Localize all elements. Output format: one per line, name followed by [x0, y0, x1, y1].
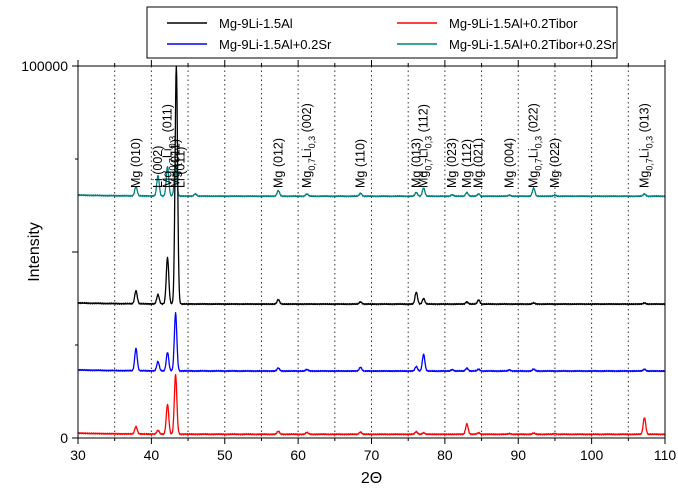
peak-label: Mg (110) [353, 139, 367, 188]
y-tick-label: 100000 [21, 58, 68, 74]
y-axis-label: Intensity [26, 222, 43, 282]
series-lines [77, 65, 666, 436]
series-line [77, 311, 666, 373]
legend-box [146, 6, 618, 59]
x-tick-label: 60 [290, 447, 306, 463]
peak-label: Mg0,7Li0,3 (022) [527, 103, 544, 188]
x-axis-label: 2Θ [361, 470, 382, 487]
peak-label: Mg0,7Li0,3 (011) [161, 104, 178, 188]
peak-label: Li (002) [151, 146, 165, 188]
legend-label: Mg-9Li-1.5Al+0.2Tibor+0.2Sr [449, 37, 617, 52]
legend-label: Mg-9Li-1.5Al+0.2Sr [219, 37, 332, 52]
axes: 30 40 50 60 70 80 90 100 110 0 100000 [21, 58, 676, 463]
peak-label: Mg (023) [445, 138, 459, 188]
peak-label: Mg (011) [169, 139, 183, 188]
peak-label: Mg (021) [472, 138, 486, 188]
series-line [77, 373, 666, 436]
peak-label: Mg (004) [502, 138, 516, 188]
y-tick-label: 0 [60, 430, 68, 446]
series-line [77, 163, 666, 198]
peak-label: Mg0,7Li0,3 (013) [637, 103, 654, 188]
x-tick-label: 110 [654, 447, 677, 463]
peak-label: Mg0,7Li0,3 (002) [300, 103, 317, 188]
x-tick-label: 50 [217, 447, 233, 463]
peak-label: Li (011) [174, 147, 188, 188]
x-tick-label: 30 [70, 447, 86, 463]
x-tick-label: 70 [364, 447, 380, 463]
legend-label: Mg-9Li-1.5Al [219, 16, 293, 31]
peak-label: Mg (112) [460, 139, 474, 188]
peak-label: Mg (010) [129, 138, 143, 188]
peak-label: Mg0,7Li0,3 (112) [417, 104, 434, 188]
peak-label: Mg (013) [409, 138, 423, 188]
legend: Mg-9Li-1.5Al Mg-9Li-1.5Al+0.2Tibor Mg-9Li-… [146, 6, 618, 59]
x-tick-label: 80 [437, 447, 453, 463]
peak-label: Mg (012) [271, 138, 285, 188]
series-line [77, 65, 666, 306]
peak-label: Mg (022) [548, 138, 562, 188]
peak-annotations: Mg (010) Li (002)Mg0,7Li0,3 (011)Mg (011)… [129, 103, 654, 188]
x-tick-label: 40 [144, 447, 160, 463]
grid-lines [114, 66, 629, 438]
x-tick-label: 90 [510, 447, 526, 463]
legend-label: Mg-9Li-1.5Al+0.2Tibor [449, 16, 578, 31]
x-tick-label: 100 [580, 447, 604, 463]
